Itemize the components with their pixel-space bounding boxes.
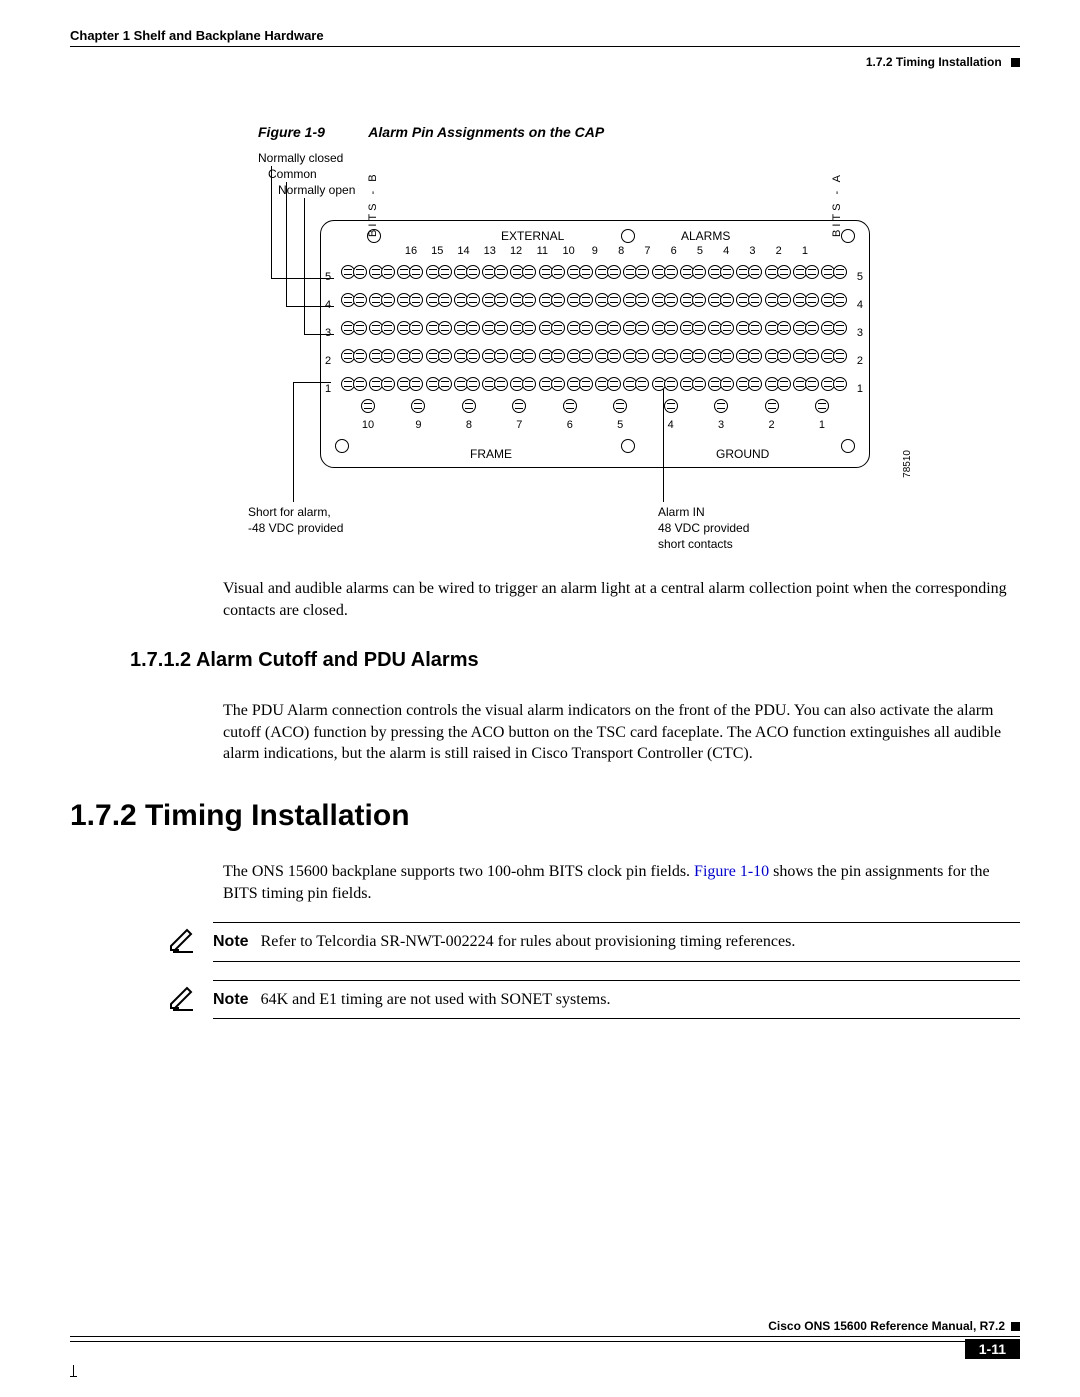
callout-alarm-in: Alarm IN 48 VDC provided short contacts <box>658 504 749 553</box>
label-bits-a: BITS - A <box>831 177 843 237</box>
figure-link[interactable]: Figure 1-10 <box>694 863 769 880</box>
page-number: 1-11 <box>965 1339 1020 1359</box>
body-1-7-1-2: The PDU Alarm connection controls the vi… <box>223 700 1020 765</box>
decor-square <box>1011 58 1020 67</box>
heading-1-7-1-2: 1.7.1.2 Alarm Cutoff and PDU Alarms <box>130 649 1020 672</box>
label-bits-b: BITS - B <box>367 177 379 237</box>
pin-row <box>341 375 847 393</box>
pin-row <box>341 263 847 281</box>
para-after-figure: Visual and audible alarms can be wired t… <box>223 578 1020 621</box>
note-label: Note <box>213 933 249 950</box>
callout-nc: Normally closed Common Normally open <box>258 150 355 199</box>
pencil-icon <box>167 922 199 959</box>
note-1: NoteRefer to Telcordia SR-NWT-002224 for… <box>167 922 1020 962</box>
heading-1-7-2: 1.7.2 Timing Installation <box>70 799 1020 833</box>
section-label: 1.7.2 Timing Installation <box>866 55 1002 69</box>
figure-id-label: 78510 <box>902 450 913 478</box>
alarm-pin-diagram: Normally closed Common Normally open Sho… <box>258 150 888 550</box>
label-alarms: ALARMS <box>681 229 730 243</box>
figure-title: Alarm Pin Assignments on the CAP <box>368 124 604 140</box>
figure-caption: Figure 1-9 Alarm Pin Assignments on the … <box>258 124 1020 140</box>
note-label: Note <box>213 991 249 1008</box>
decor-square <box>1011 1322 1020 1331</box>
callout-short-alarm: Short for alarm, -48 VDC provided <box>248 504 343 536</box>
pin-row <box>341 347 847 365</box>
pencil-icon <box>167 980 199 1017</box>
crop-mark-icon <box>70 1365 77 1377</box>
manual-title: Cisco ONS 15600 Reference Manual, R7.2 <box>768 1319 1005 1333</box>
section-header-line: 1.7.2 Timing Installation <box>70 55 1020 69</box>
pin-row <box>341 319 847 337</box>
cap-panel: EXTERNAL ALARMS FRAME GROUND BITS - B BI… <box>320 220 870 468</box>
frame-ground-row <box>361 399 829 413</box>
page-footer: Cisco ONS 15600 Reference Manual, R7.2 1… <box>70 1319 1020 1359</box>
running-head: Chapter 1 Shelf and Backplane Hardware <box>70 28 1020 47</box>
pin-row <box>341 291 847 309</box>
label-external: EXTERNAL <box>501 229 564 243</box>
label-frame: FRAME <box>470 447 512 461</box>
figure-number: Figure 1-9 <box>258 124 325 140</box>
label-ground: GROUND <box>716 447 769 461</box>
chapter-label: Chapter 1 Shelf and Backplane Hardware <box>70 28 1020 47</box>
body-1-7-2: The ONS 15600 backplane supports two 100… <box>223 861 1020 904</box>
note-2: Note64K and E1 timing are not used with … <box>167 980 1020 1020</box>
